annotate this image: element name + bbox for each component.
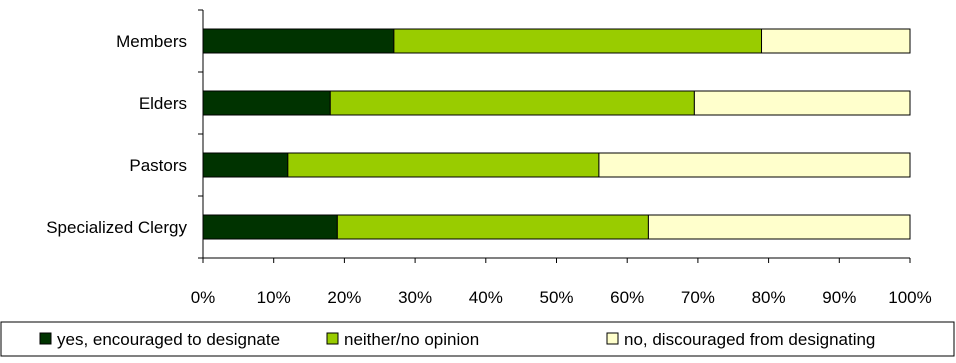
- x-tick-label: 90%: [822, 288, 856, 307]
- bar-segment: [761, 28, 911, 54]
- x-tick-label: 0%: [191, 288, 216, 307]
- legend: yes, encouraged to designate neither/no o…: [0, 321, 955, 357]
- category-label: Pastors: [129, 156, 187, 175]
- bar-segment: [202, 152, 289, 178]
- legend-swatch: [39, 332, 52, 345]
- category-label: Members: [116, 32, 187, 51]
- bar-segment: [647, 214, 911, 240]
- x-tick-label: 100%: [888, 288, 931, 307]
- legend-box: [0, 321, 955, 357]
- x-tick-label: 70%: [681, 288, 715, 307]
- category-label: Specialized Clergy: [46, 218, 187, 237]
- bar-segment: [693, 90, 911, 116]
- legend-label: neither/no opinion: [344, 330, 479, 349]
- x-tick-label: 20%: [327, 288, 361, 307]
- x-tick-label: 30%: [398, 288, 432, 307]
- bar-segment: [598, 152, 911, 178]
- x-tick-label: 80%: [752, 288, 786, 307]
- bar-segment: [393, 28, 763, 54]
- x-tick-label: 60%: [610, 288, 644, 307]
- bar-segment: [202, 214, 338, 240]
- bar-segment: [202, 28, 395, 54]
- category-label: Elders: [139, 94, 187, 113]
- bar-segment: [287, 152, 600, 178]
- x-tick-label: 10%: [257, 288, 291, 307]
- bar-segment: [329, 90, 695, 116]
- x-tick-label: 50%: [539, 288, 573, 307]
- legend-swatch: [606, 332, 619, 345]
- legend-label: no, discouraged from designating: [624, 330, 875, 349]
- bar-segment: [202, 90, 331, 116]
- legend-swatch: [326, 332, 339, 345]
- x-tick-label: 40%: [469, 288, 503, 307]
- legend-label: yes, encouraged to designate: [57, 330, 280, 349]
- bar-segment: [336, 214, 649, 240]
- plot-area: 0% 10% 20% 30% 40% 50% 60% 70% 80% 90% 100% Members…: [46, 9, 932, 307]
